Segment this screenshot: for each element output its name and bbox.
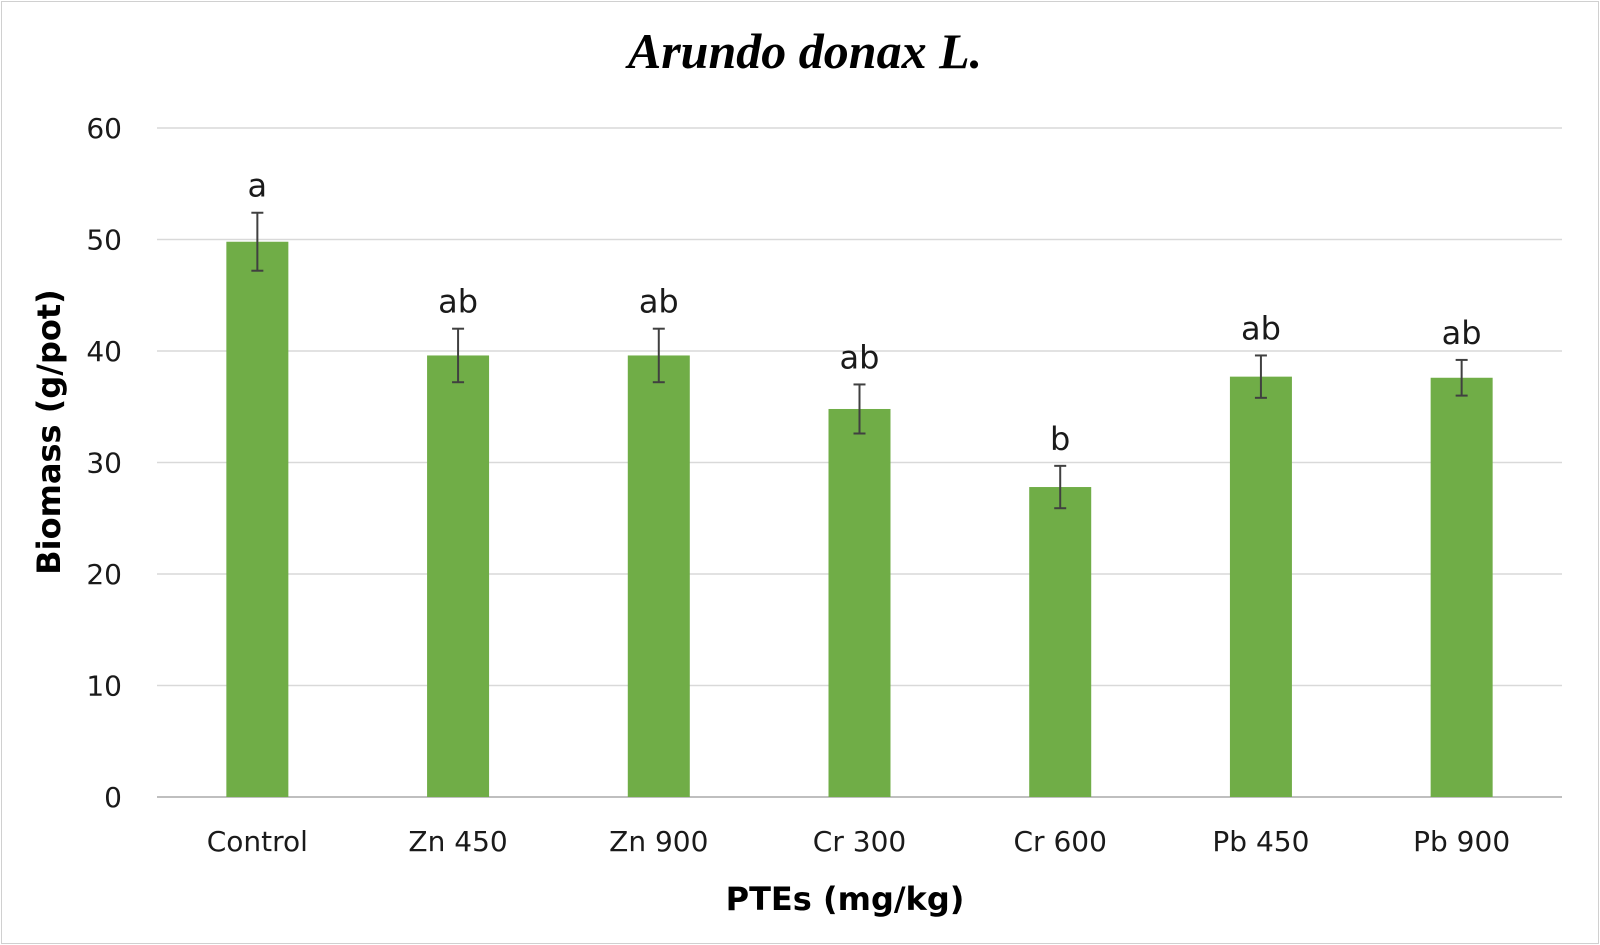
bar bbox=[1229, 376, 1292, 797]
significance-letter: b bbox=[1050, 420, 1070, 458]
chart-title: Arundo donax L. bbox=[625, 23, 982, 79]
bar bbox=[627, 355, 690, 797]
x-tick-label: Pb 900 bbox=[1413, 825, 1510, 858]
gridlines bbox=[157, 127, 1562, 798]
x-tick-label: Zn 900 bbox=[609, 825, 708, 858]
significance-letter: ab bbox=[639, 283, 679, 321]
significance-letter: ab bbox=[438, 283, 478, 321]
significance-letters: a ab ab ab b ab ab bbox=[248, 167, 1482, 458]
significance-letter: ab bbox=[1442, 314, 1482, 352]
y-tick-label: 40 bbox=[86, 335, 122, 368]
error-bar bbox=[1455, 358, 1468, 397]
error-bar bbox=[452, 327, 465, 384]
significance-letter: ab bbox=[1241, 309, 1281, 347]
significance-letter: ab bbox=[840, 338, 880, 376]
x-tick-label: Cr 600 bbox=[1014, 825, 1107, 858]
error-bar bbox=[652, 327, 665, 384]
y-tick-label: 0 bbox=[104, 781, 122, 814]
y-tick-label: 20 bbox=[86, 558, 122, 591]
x-tick-label: Control bbox=[207, 825, 308, 858]
error-bar bbox=[1054, 464, 1067, 510]
bar bbox=[828, 408, 891, 797]
y-tick-label: 30 bbox=[86, 447, 122, 480]
x-axis-ticks: Control Zn 450 Zn 900 Cr 300 Cr 600 Pb 450 Pb … bbox=[207, 825, 1510, 858]
bar bbox=[226, 241, 289, 798]
y-tick-label: 10 bbox=[86, 670, 122, 703]
error-bars bbox=[251, 211, 1468, 510]
bar bbox=[1029, 487, 1092, 797]
bars bbox=[226, 241, 1493, 798]
bar bbox=[1430, 377, 1493, 797]
x-tick-label: Pb 450 bbox=[1212, 825, 1309, 858]
y-axis-title: Biomass (g/pot) bbox=[30, 289, 68, 575]
x-tick-label: Zn 450 bbox=[408, 825, 507, 858]
error-bar bbox=[1254, 354, 1267, 399]
y-tick-label: 60 bbox=[86, 112, 122, 145]
x-axis-title: PTEs (mg/kg) bbox=[726, 880, 965, 918]
bar bbox=[427, 355, 490, 797]
y-tick-label: 50 bbox=[86, 224, 122, 257]
y-axis-ticks: 0 10 20 30 40 50 60 bbox=[86, 112, 122, 814]
error-bar bbox=[853, 383, 866, 435]
significance-letter: a bbox=[248, 167, 268, 205]
error-bar bbox=[251, 211, 264, 272]
x-tick-label: Cr 300 bbox=[813, 825, 906, 858]
